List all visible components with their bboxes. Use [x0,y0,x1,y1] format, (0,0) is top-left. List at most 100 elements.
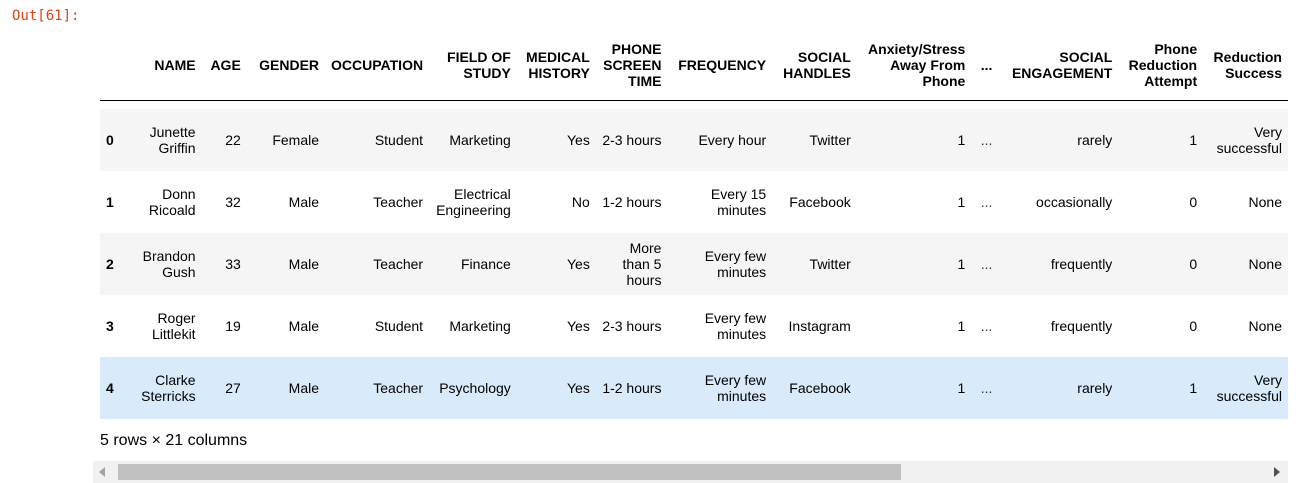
cell-medical-history: Yes [566,317,590,334]
scrollbar-thumb[interactable] [118,464,901,480]
horizontal-scrollbar[interactable] [93,461,1288,483]
cell-ellipsis: ... [980,379,993,396]
cell-age: 33 [225,255,241,272]
cell-age: 32 [225,193,241,210]
cell-frequency: Every 15 minutes [710,185,767,218]
cell-frequency: Every few minutes [704,247,767,280]
cell-reduction-success: Very successful [1216,371,1282,404]
cell-gender: Female [272,131,320,148]
row-index: 3 [106,317,114,334]
column-header-ellipsis: ... [971,30,999,101]
row-index: 1 [106,193,114,210]
column-header-field-of-study: FIELD OF STUDY [429,30,517,101]
cell-field-of-study: Finance [460,255,511,272]
column-header-social-handles: SOCIAL HANDLES [772,30,857,101]
cell-field-of-study: Electrical Engineering [436,185,511,218]
cell-social-engagement: frequently [1050,317,1113,334]
cell-phone-screen-time: 1-2 hours [602,379,662,396]
cell-occupation: Teacher [373,255,424,272]
cell-medical-history: No [571,193,590,210]
spacer-row [100,101,1288,109]
cell-phone-screen-time: 1-2 hours [602,193,662,210]
cell-medical-history: Yes [566,131,590,148]
cell-reduction-success: None [1248,255,1282,272]
cell-social-handles: Instagram [788,317,851,334]
cell-gender: Male [288,193,320,210]
scroll-left-arrow-icon[interactable] [99,467,105,477]
cell-field-of-study: Marketing [449,317,511,334]
dataframe-shape-footer: 5 rows × 21 columns [100,432,248,449]
cell-medical-history: Yes [566,255,590,272]
cell-reduction-success: Very successful [1216,123,1282,156]
column-header-medical-history: MEDICAL HISTORY [516,30,596,101]
cell-ellipsis: ... [980,255,993,272]
cell-social-engagement: frequently [1050,255,1113,272]
cell-ellipsis: ... [980,317,993,334]
column-header-name: NAME [119,30,202,101]
header-row: NAME AGE GENDER OCCUPATION FIELD OF STUD… [100,30,1288,101]
cell-social-handles: Facebook [789,193,851,210]
cell-occupation: Student [374,317,424,334]
column-header-social-engagement: SOCIAL ENGAGEMENT [998,30,1119,101]
column-header-gender: GENDER [246,30,326,101]
row-index: 0 [106,131,114,148]
cell-gender: Male [288,379,320,396]
dataframe-table: NAME AGE GENDER OCCUPATION FIELD OF STUD… [100,30,1288,419]
cell-field-of-study: Psychology [439,379,511,396]
cell-reduction-success: None [1248,193,1282,210]
cell-social-handles: Facebook [789,379,851,396]
cell-name: Roger Littlekit [152,309,196,342]
cell-frequency: Every few minutes [704,371,767,404]
column-header-reduction-success: Reduction Success [1203,30,1288,101]
cell-phone-screen-time: More than 5 hours [622,239,662,288]
cell-anxiety-stress: 1 [957,131,966,148]
cell-age: 27 [225,379,241,396]
cell-name: Clarke Sterricks [141,371,196,404]
cell-phone-reduction-attempt: 0 [1189,255,1198,272]
cell-ellipsis: ... [980,131,993,148]
cell-social-handles: Twitter [809,255,851,272]
cell-name: Donn Ricoald [148,185,196,218]
table-row[interactable]: 3 Roger Littlekit 19 Male Student Market… [100,295,1288,357]
cell-occupation: Teacher [373,193,424,210]
cell-name: Junette Griffin [149,123,196,156]
cell-occupation: Student [374,131,424,148]
cell-phone-reduction-attempt: 0 [1189,317,1198,334]
cell-medical-history: Yes [566,379,590,396]
cell-anxiety-stress: 1 [957,317,966,334]
column-header-anxiety-stress: Anxiety/Stress Away From Phone [856,30,972,101]
cell-frequency: Every few minutes [704,309,767,342]
cell-social-engagement: occasionally [1036,193,1113,210]
cell-frequency: Every hour [698,131,767,148]
table-row-hovered[interactable]: 4 Clarke Sterricks 27 Male Teacher Psych… [100,356,1288,419]
output-prompt: Out[61]: [12,8,80,24]
cell-occupation: Teacher [373,379,424,396]
table-row[interactable]: 0 Junette Griffin 22 Female Student Mark… [100,108,1288,171]
cell-ellipsis: ... [980,193,993,210]
cell-age: 22 [225,131,241,148]
cell-field-of-study: Marketing [449,131,511,148]
cell-anxiety-stress: 1 [957,255,966,272]
cell-phone-screen-time: 2-3 hours [602,131,662,148]
cell-phone-reduction-attempt: 1 [1189,131,1198,148]
cell-phone-reduction-attempt: 0 [1189,193,1198,210]
column-header-frequency: FREQUENCY [667,30,773,101]
column-header-phone-screen-time: PHONE SCREEN TIME [595,30,668,101]
cell-anxiety-stress: 1 [957,379,966,396]
column-header-phone-reduction-attempt: Phone Reduction Attempt [1118,30,1204,101]
cell-social-engagement: rarely [1077,379,1113,396]
cell-social-engagement: rarely [1077,131,1113,148]
cell-reduction-success: None [1248,317,1282,334]
dataframe-table-container: NAME AGE GENDER OCCUPATION FIELD OF STUD… [100,30,1288,419]
scroll-right-arrow-icon[interactable] [1274,467,1280,477]
cell-anxiety-stress: 1 [957,193,966,210]
row-index: 2 [106,255,114,272]
column-header-index [100,30,120,101]
column-header-occupation: OCCUPATION [325,30,430,101]
cell-age: 19 [225,317,241,334]
table-row[interactable]: 2 Brandon Gush 33 Male Teacher Finance Y… [100,232,1288,295]
cell-gender: Male [288,255,320,272]
table-row[interactable]: 1 Donn Ricoald 32 Male Teacher Electrica… [100,171,1288,233]
cell-name: Brandon Gush [142,247,196,280]
cell-phone-screen-time: 2-3 hours [602,317,662,334]
